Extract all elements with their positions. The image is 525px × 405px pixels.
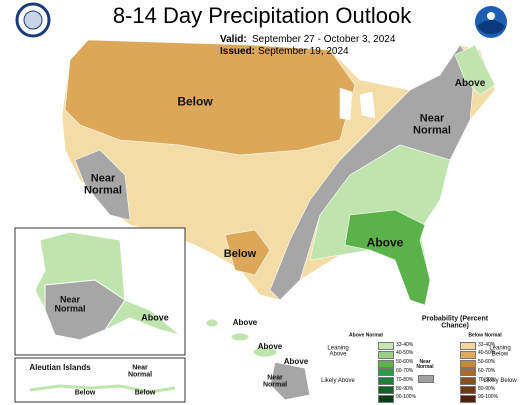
- map-label: Above: [257, 341, 283, 351]
- valid-label: Valid:: [220, 34, 247, 45]
- legend-range: 90-100%: [478, 394, 499, 401]
- legend-range: 33-40%: [478, 341, 496, 348]
- legend-range: 40-50%: [478, 350, 496, 357]
- alaska-inset: [14, 227, 186, 403]
- legend-range: 40-50%: [396, 350, 414, 357]
- legend-swatch: [418, 375, 434, 383]
- legend-group: Likely Below: [483, 377, 517, 384]
- legend-range: 60-70%: [478, 367, 496, 374]
- hawaii: [205, 318, 311, 401]
- legend-range: 60-70%: [396, 367, 414, 374]
- legend-swatch: [378, 386, 394, 394]
- legend-range: 70-80%: [478, 376, 496, 383]
- legend-swatch: [460, 350, 476, 359]
- map-label: Near Normal: [413, 112, 451, 136]
- legend-title: Probability (Percent Chance): [421, 315, 489, 330]
- legend-near-normal: Near Normal: [416, 358, 434, 370]
- map-label: Below: [223, 248, 257, 261]
- valid-dates: September 27 - October 3, 2024: [252, 34, 396, 45]
- conus: [61, 39, 496, 306]
- map-label: Below: [74, 389, 96, 397]
- legend-header: Above Normal: [349, 332, 383, 339]
- map-label: Above: [232, 317, 258, 327]
- legend-swatch: [378, 377, 394, 386]
- legend-range: 90-100%: [396, 394, 417, 401]
- legend-swatch: [460, 377, 476, 386]
- map-label: Above: [454, 77, 486, 89]
- title: 8-14 Day Precipitation Outlook: [112, 3, 412, 28]
- map-label: Above: [141, 312, 169, 323]
- map-label: Near Normal: [262, 374, 288, 389]
- legend-header: Below Normal: [468, 332, 502, 339]
- map-label: Near Normal: [54, 294, 86, 314]
- legend-group: Leaning Below: [489, 345, 511, 358]
- map-label: Near Normal: [84, 172, 122, 196]
- legend-swatch: [378, 394, 394, 403]
- map-label: Aleutian Islands: [29, 362, 91, 372]
- legend-swatch: [378, 359, 394, 368]
- legend-range: 50-60%: [396, 359, 414, 366]
- legend-group: Likely Above: [321, 377, 355, 384]
- legend-swatch: [460, 342, 476, 350]
- legend-range: 80-90%: [478, 385, 496, 392]
- legend-range: 70-80%: [396, 376, 414, 383]
- map-label: Near Normal: [127, 364, 153, 379]
- logos: [15, 2, 507, 38]
- issued-date: September 19, 2024: [258, 46, 349, 57]
- legend-swatch: [460, 386, 476, 394]
- legend-swatch: [460, 368, 476, 377]
- map-label: Above: [283, 356, 309, 366]
- map-label: Above: [366, 235, 404, 250]
- legend-swatch: [460, 394, 476, 403]
- legend-range: 50-60%: [478, 359, 496, 366]
- legend-swatch: [378, 342, 394, 350]
- legend-swatch: [378, 350, 394, 359]
- legend-group: Leaning Above: [327, 345, 349, 358]
- legend-range: 33-40%: [396, 341, 414, 348]
- legend-swatch: [460, 359, 476, 368]
- legend-swatch: [378, 368, 394, 377]
- legend-range: 80-90%: [396, 385, 414, 392]
- map-label: Below: [177, 94, 213, 109]
- map-label: Below: [134, 389, 156, 397]
- issued-label: Issued:: [220, 46, 256, 57]
